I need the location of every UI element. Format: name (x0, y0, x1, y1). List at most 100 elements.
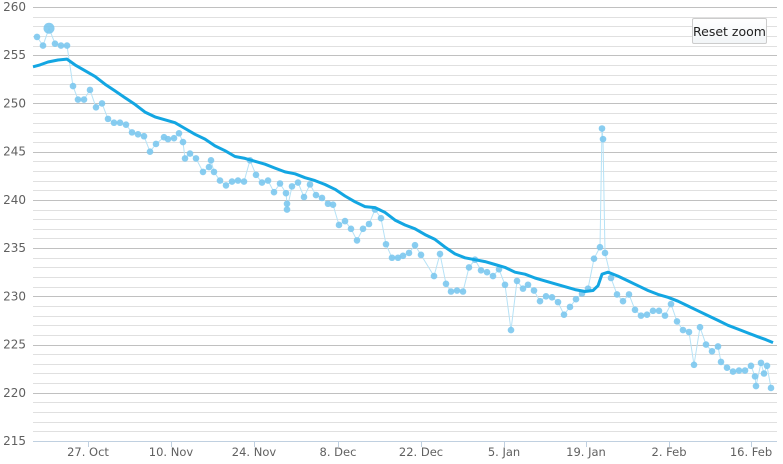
data-point[interactable] (690, 361, 698, 369)
data-point[interactable] (335, 221, 343, 229)
data-point[interactable] (134, 131, 142, 138)
data-point[interactable] (179, 138, 187, 146)
data-point[interactable] (181, 155, 189, 162)
data-point[interactable] (631, 306, 639, 314)
data-point[interactable] (205, 163, 213, 171)
data-point[interactable] (599, 135, 607, 143)
data-point[interactable] (667, 300, 675, 308)
plot-series[interactable] (32, 22, 775, 392)
data-point[interactable] (264, 177, 272, 184)
data-point[interactable] (530, 287, 538, 294)
data-point[interactable] (228, 178, 236, 185)
data-point[interactable] (199, 168, 207, 176)
data-point[interactable] (283, 200, 291, 208)
data-point[interactable] (186, 150, 194, 157)
data-point[interactable] (43, 22, 55, 34)
data-point[interactable] (258, 179, 266, 186)
data-point[interactable] (590, 255, 598, 263)
data-point[interactable] (717, 358, 725, 366)
data-point[interactable] (146, 148, 154, 155)
data-point[interactable] (598, 125, 606, 132)
moving-average-line[interactable] (32, 57, 774, 344)
data-point[interactable] (405, 249, 413, 257)
data-point[interactable] (86, 86, 94, 94)
data-point[interactable] (459, 288, 467, 295)
data-point[interactable] (679, 326, 687, 334)
data-point[interactable] (222, 182, 230, 189)
data-point[interactable] (329, 201, 337, 209)
data-point[interactable] (751, 373, 759, 380)
data-point[interactable] (306, 181, 314, 188)
data-point[interactable] (596, 243, 604, 251)
data-point[interactable] (465, 264, 473, 271)
data-point[interactable] (347, 225, 355, 233)
data-point[interactable] (708, 348, 716, 355)
data-point[interactable] (735, 367, 743, 374)
data-point[interactable] (128, 129, 136, 136)
data-point[interactable] (399, 252, 407, 260)
data-point[interactable] (447, 288, 455, 295)
data-point[interactable] (365, 220, 373, 228)
data-point[interactable] (655, 307, 663, 315)
data-point[interactable] (696, 323, 704, 331)
data-point[interactable] (548, 293, 556, 301)
data-point[interactable] (80, 96, 88, 103)
data-point[interactable] (702, 341, 710, 348)
data-point[interactable] (116, 119, 124, 127)
data-point[interactable] (714, 343, 722, 350)
data-point[interactable] (33, 33, 41, 41)
data-point[interactable] (192, 155, 200, 162)
data-point[interactable] (661, 312, 669, 319)
data-point[interactable] (619, 297, 627, 305)
data-point[interactable] (554, 298, 562, 306)
data-point[interactable] (542, 293, 550, 300)
data-point[interactable] (110, 119, 118, 127)
data-point[interactable] (513, 277, 521, 285)
data-point[interactable] (216, 177, 224, 184)
data-point[interactable] (637, 312, 645, 319)
data-point[interactable] (252, 171, 260, 179)
data-point[interactable] (92, 104, 100, 111)
data-point[interactable] (566, 303, 574, 311)
data-point[interactable] (649, 307, 657, 315)
data-point[interactable] (282, 189, 290, 197)
data-point[interactable] (411, 241, 419, 249)
data-point[interactable] (501, 281, 509, 289)
data-point[interactable] (270, 188, 278, 196)
data-point[interactable] (353, 237, 361, 244)
data-point[interactable] (752, 382, 760, 390)
data-point[interactable] (74, 96, 82, 103)
data-point[interactable] (625, 291, 633, 298)
data-point[interactable] (175, 130, 183, 137)
data-point[interactable] (207, 157, 215, 164)
data-point[interactable] (57, 42, 65, 49)
data-point[interactable] (536, 297, 544, 305)
data-point[interactable] (417, 251, 425, 259)
data-point[interactable] (122, 121, 130, 128)
data-point[interactable] (767, 384, 775, 392)
data-point[interactable] (210, 168, 218, 176)
data-point[interactable] (39, 42, 47, 49)
data-point[interactable] (51, 40, 59, 47)
data-point[interactable] (324, 200, 332, 208)
data-point[interactable] (763, 362, 771, 370)
data-point[interactable] (341, 217, 349, 225)
data-point[interactable] (152, 140, 160, 148)
data-point[interactable] (63, 42, 71, 49)
data-point[interactable] (69, 82, 77, 90)
data-point[interactable] (104, 115, 112, 123)
data-point[interactable] (234, 177, 242, 184)
data-point[interactable] (288, 183, 296, 190)
data-point[interactable] (436, 250, 444, 258)
data-point[interactable] (453, 287, 461, 294)
data-point[interactable] (673, 318, 681, 325)
data-point[interactable] (312, 191, 320, 199)
data-point[interactable] (524, 281, 532, 289)
data-point[interactable] (760, 370, 768, 377)
data-point[interactable] (442, 280, 450, 288)
data-point[interactable] (601, 249, 609, 257)
data-point[interactable] (489, 272, 497, 280)
data-point[interactable] (741, 367, 749, 374)
data-point[interactable] (276, 180, 284, 187)
data-point[interactable] (140, 132, 148, 140)
